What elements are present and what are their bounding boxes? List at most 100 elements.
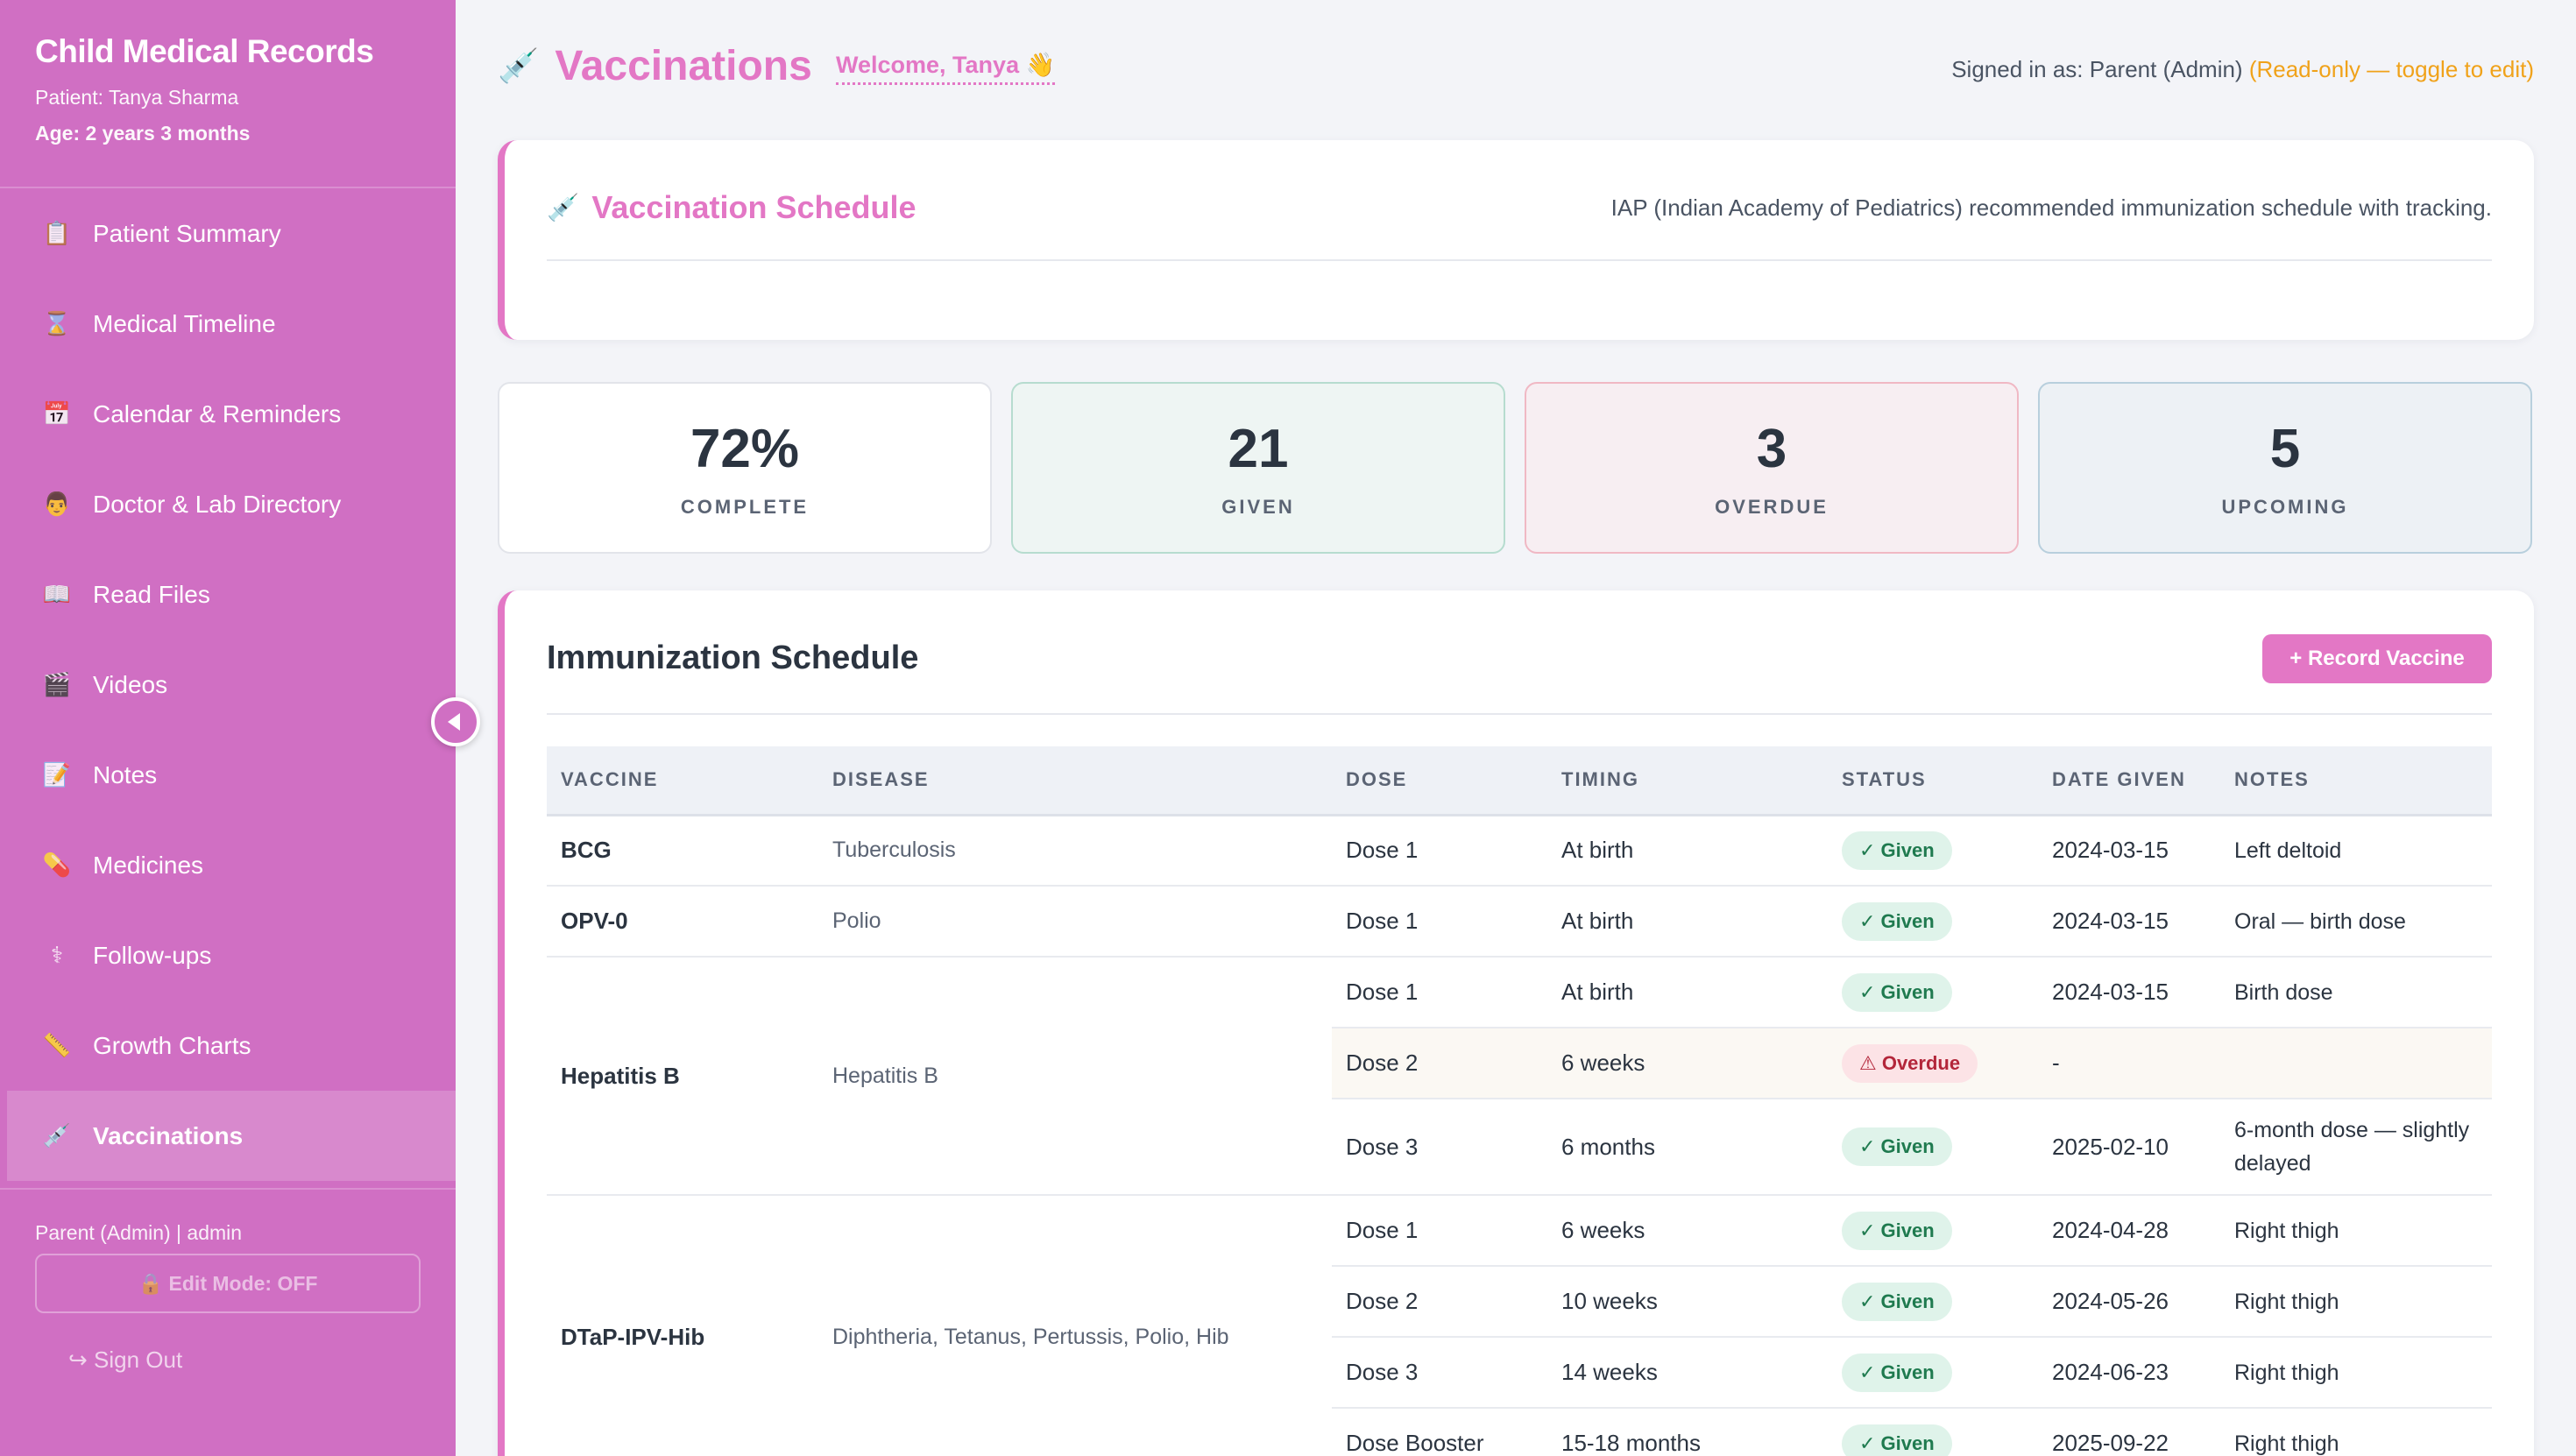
record-vaccine-button[interactable]: + Record Vaccine	[2262, 634, 2492, 683]
notes-cell: Left deltoid	[2220, 815, 2492, 887]
calendar-icon: 📅	[42, 400, 72, 428]
column-header-status[interactable]: STATUS	[1828, 746, 2038, 816]
dose-cell: Dose 3	[1332, 1099, 1547, 1196]
table-row[interactable]: Hepatitis B Hepatitis B Dose 1 At birth …	[547, 957, 2492, 1196]
page-title: 💉 Vaccinations	[498, 42, 812, 90]
main-content: 💉 Vaccinations Welcome, Tanya 👋 Signed i…	[498, 0, 2534, 1456]
stat-label: UPCOMING	[2221, 495, 2349, 518]
sidebar-item-vaccinations[interactable]: 💉 Vaccinations	[7, 1091, 456, 1181]
sidebar-item-calendar[interactable]: 📅 Calendar & Reminders	[0, 369, 456, 459]
vaccination-schedule-card: 💉 Vaccination Schedule IAP (Indian Acade…	[498, 140, 2534, 340]
notes-cell: Oral — birth dose	[2220, 886, 2492, 958]
sidebar-item-label: Videos	[93, 670, 168, 698]
immunization-title: Immunization Schedule	[547, 640, 919, 676]
timing-cell: 6 weeks	[1547, 1028, 1828, 1099]
table-row[interactable]: OPV-0 Polio Dose 1 At birth ✓ Given 2024…	[547, 886, 2492, 958]
read-only-toggle[interactable]: (Read-only — toggle to edit)	[2248, 56, 2534, 82]
status-cell: ✓ Given	[1828, 1408, 2038, 1456]
timing-cell: At birth	[1547, 886, 1828, 958]
table-row[interactable]: Dose 2 6 weeks ⚠ Overdue -	[547, 1028, 2492, 1099]
ruler-icon: 📏	[42, 1032, 72, 1059]
divider	[547, 713, 2492, 715]
sidebar-item-medical-timeline[interactable]: ⌛ Medical Timeline	[0, 279, 456, 369]
table-row[interactable]: Dose 3 6 months ✓ Given 2025-02-10 6-mon…	[547, 1099, 2492, 1196]
stat-upcoming: 5 UPCOMING	[2038, 382, 2532, 554]
status-badge: ✓ Given	[1842, 972, 1952, 1012]
stat-value: 3	[1756, 418, 1787, 479]
stat-given: 21 GIVEN	[1011, 382, 1505, 554]
table-row[interactable]: Dose 3 14 weeks ✓ Given 2024-06-23 Right…	[547, 1337, 2492, 1409]
memo-icon: 📝	[42, 761, 72, 788]
status-cell: ✓ Given	[1828, 1266, 2038, 1338]
timing-cell: At birth	[1547, 957, 1828, 1028]
sign-out-link[interactable]: ↪ Sign Out	[68, 1346, 183, 1373]
sidebar-item-notes[interactable]: 📝 Notes	[0, 730, 456, 820]
syringe-icon: 💉	[547, 192, 580, 223]
stats-row: 72% COMPLETE 21 GIVEN 3 OVERDUE 5 UPCOMI…	[498, 382, 2534, 554]
status-badge: ✓ Given	[1842, 830, 1952, 870]
topbar: 💉 Vaccinations Welcome, Tanya 👋 Signed i…	[498, 0, 2534, 140]
notes-cell	[2220, 1028, 2492, 1099]
column-header-notes[interactable]: NOTES	[2220, 746, 2492, 816]
sidebar-item-videos[interactable]: 🎬 Videos	[0, 640, 456, 730]
sidebar-item-follow-ups[interactable]: ⚕ Follow-ups	[0, 910, 456, 1000]
disease-cell: Tuberculosis	[818, 815, 1332, 887]
sidebar-item-label: Read Files	[93, 580, 210, 608]
timing-cell: At birth	[1547, 815, 1828, 887]
brand: Child Medical Records Patient: Tanya Sha…	[0, 0, 456, 188]
column-header-timing[interactable]: TIMING	[1547, 746, 1828, 816]
status-cell: ✓ Given	[1828, 815, 2038, 887]
sidebar-item-read-files[interactable]: 📖 Read Files	[0, 549, 456, 640]
table-header-row: VACCINE DISEASE DOSE TIMING STATUS DATE …	[547, 746, 2492, 816]
timing-cell: 6 months	[1547, 1099, 1828, 1196]
edit-mode-toggle[interactable]: 🔒 Edit Mode: OFF	[35, 1254, 421, 1313]
status-cell: ✓ Given	[1828, 886, 2038, 958]
column-header-vaccine[interactable]: VACCINE	[547, 746, 818, 816]
status-badge: ✓ Given	[1842, 1353, 1952, 1392]
sidebar-item-growth-charts[interactable]: 📏 Growth Charts	[0, 1000, 456, 1091]
status-badge: ✓ Given	[1842, 1127, 1952, 1166]
stat-label: COMPLETE	[680, 495, 810, 518]
collapse-sidebar-button[interactable]	[431, 697, 480, 746]
notes-cell: Right thigh	[2220, 1266, 2492, 1338]
hourglass-icon: ⌛	[42, 310, 72, 337]
sidebar-item-label: Medical Timeline	[93, 309, 276, 337]
stat-label: GIVEN	[1221, 495, 1295, 518]
dose-cell: Dose Booster	[1332, 1408, 1547, 1456]
status-cell: ✓ Given	[1828, 1195, 2038, 1267]
table-row[interactable]: Dose Booster 15-18 months ✓ Given 2025-0…	[547, 1408, 2492, 1456]
vaccine-cell: DTaP-IPV-Hib	[547, 1195, 818, 1456]
sidebar-item-label: Patient Summary	[93, 219, 281, 247]
welcome-message[interactable]: Welcome, Tanya 👋	[836, 51, 1056, 85]
dose-cell: Dose 1	[1332, 886, 1547, 958]
timing-cell: 14 weeks	[1547, 1337, 1828, 1409]
sidebar-item-patient-summary[interactable]: 📋 Patient Summary	[0, 188, 456, 279]
pill-icon: 💊	[42, 852, 72, 879]
sidebar-item-medicines[interactable]: 💊 Medicines	[0, 820, 456, 910]
sidebar-item-label: Calendar & Reminders	[93, 399, 342, 428]
stat-complete: 72% COMPLETE	[498, 382, 992, 554]
patient-name: Patient: Tanya Sharma	[35, 86, 239, 109]
immunization-schedule-card: Immunization Schedule + Record Vaccine V…	[498, 590, 2534, 1456]
date-cell: 2024-04-28	[2038, 1195, 2220, 1267]
stat-overdue: 3 OVERDUE	[1525, 382, 2019, 554]
clapper-icon: 🎬	[42, 671, 72, 698]
status-badge: ⚠ Overdue	[1842, 1043, 1978, 1083]
page-title-text: Vaccinations	[555, 43, 812, 89]
column-header-date-given[interactable]: DATE GIVEN	[2038, 746, 2220, 816]
stethoscope-icon: ⚕	[50, 942, 64, 969]
column-header-dose[interactable]: DOSE	[1332, 746, 1547, 816]
table-row[interactable]: DTaP-IPV-Hib Diphtheria, Tetanus, Pertus…	[547, 1195, 2492, 1456]
status-badge: ✓ Given	[1842, 1282, 1952, 1321]
date-cell: 2024-03-15	[2038, 886, 2220, 958]
signed-in-status: Signed in as: Parent (Admin) (Read-only …	[1951, 56, 2534, 83]
table-row[interactable]: Dose 2 10 weeks ✓ Given 2024-05-26 Right…	[547, 1266, 2492, 1338]
sidebar-item-directory[interactable]: 👨 Doctor & Lab Directory	[0, 459, 456, 549]
signed-in-label: Signed in as: Parent (Admin)	[1951, 56, 2249, 82]
column-header-disease[interactable]: DISEASE	[818, 746, 1332, 816]
timing-cell: 6 weeks	[1547, 1195, 1828, 1267]
sidebar: Child Medical Records Patient: Tanya Sha…	[0, 0, 456, 1456]
schedule-card-title-text: Vaccination Schedule	[591, 189, 916, 225]
status-badge: ✓ Given	[1842, 901, 1952, 941]
table-row[interactable]: BCG Tuberculosis Dose 1 At birth ✓ Given…	[547, 815, 2492, 887]
